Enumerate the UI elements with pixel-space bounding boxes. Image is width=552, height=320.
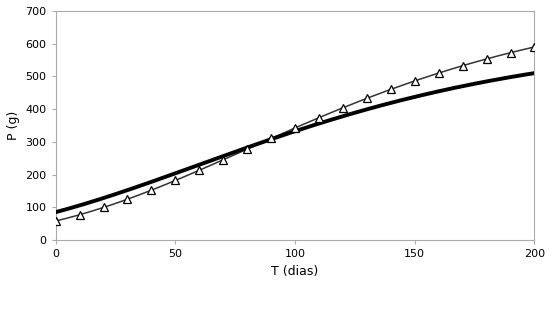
Y-axis label: P (g): P (g) (7, 111, 20, 140)
X-axis label: T (dias): T (dias) (272, 265, 319, 277)
